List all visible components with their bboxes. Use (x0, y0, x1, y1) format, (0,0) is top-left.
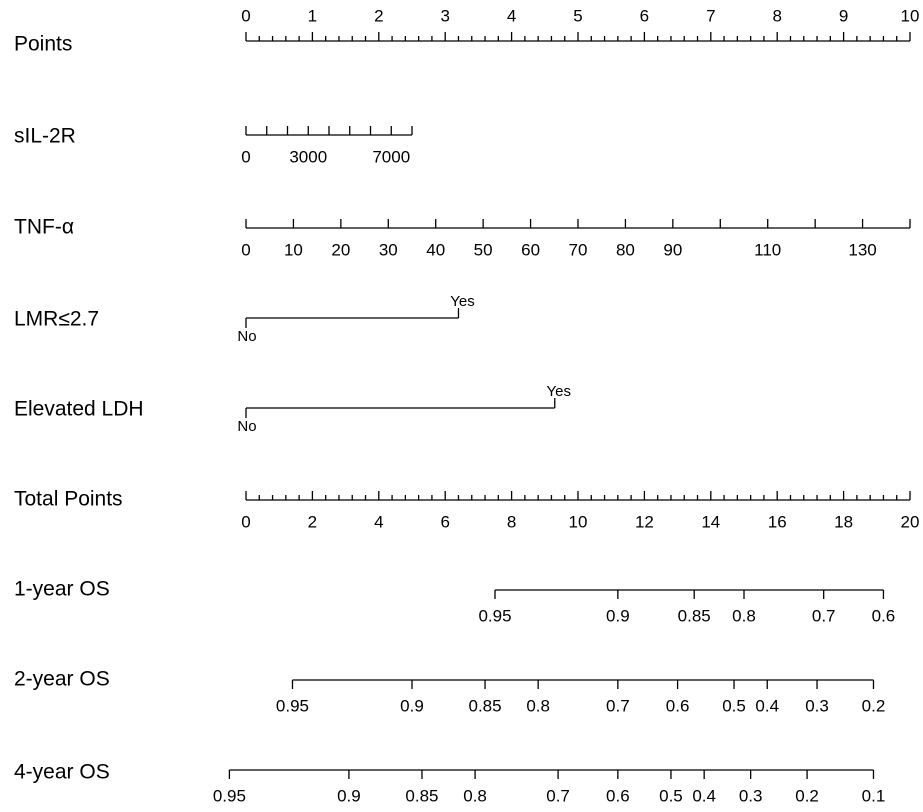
sil2r-tick-label: 3000 (289, 147, 327, 166)
os2-tick-label: 0.9 (400, 696, 424, 715)
total-tick-label: 20 (901, 512, 920, 531)
os4-tick-label: 0.6 (606, 786, 630, 805)
os4-tick-label: 0.9 (337, 786, 361, 805)
total-tick-label: 10 (569, 512, 588, 531)
points-tick-label: 4 (507, 6, 516, 25)
os1-tick-label: 0.8 (732, 606, 756, 625)
os2-tick-label: 0.85 (468, 696, 501, 715)
tnfa-tick-label: 10 (284, 240, 303, 259)
os2-row-label: 2-year OS (14, 668, 110, 691)
lmr-row-label: LMR≤2.7 (14, 308, 99, 331)
total-tick-label: 0 (241, 512, 250, 531)
total-tick-label: 6 (440, 512, 449, 531)
os4-tick-label: 0.7 (546, 786, 570, 805)
points-tick-label: 0 (241, 6, 250, 25)
sil2r-tick-label: 7000 (372, 147, 410, 166)
ldh-row-label: Elevated LDH (14, 398, 144, 421)
os2-tick-label: 0.8 (526, 696, 550, 715)
tnfa-row-label: TNF-α (14, 216, 74, 239)
os1-tick-label: 0.85 (678, 606, 711, 625)
tnfa-tick-label: 130 (848, 240, 876, 259)
sil2r-row-label: sIL-2R (14, 125, 76, 148)
os1-row-label: 1-year OS (14, 578, 110, 601)
os4-tick-label: 0.3 (739, 786, 763, 805)
os1-tick-label: 0.7 (812, 606, 836, 625)
points-row-label: Points (14, 33, 72, 56)
points-tick-label: 7 (706, 6, 715, 25)
total-tick-label: 16 (768, 512, 787, 531)
total-tick-label: 14 (701, 512, 720, 531)
os1-tick-label: 0.9 (606, 606, 630, 625)
os1-tick-label: 0.95 (478, 606, 511, 625)
os2-tick-label: 0.7 (606, 696, 630, 715)
lmr-level-label: No (237, 328, 256, 345)
os2-tick-label: 0.95 (276, 696, 309, 715)
tnfa-tick-label: 20 (331, 240, 350, 259)
lmr-level-label: Yes (450, 293, 474, 310)
tnfa-tick-label: 50 (474, 240, 493, 259)
points-tick-label: 1 (308, 6, 317, 25)
tnfa-tick-label: 60 (521, 240, 540, 259)
tnfa-tick-label: 110 (754, 240, 781, 259)
tnfa-tick-label: 80 (616, 240, 635, 259)
ldh-level-label: Yes (547, 383, 571, 400)
total-tick-label: 2 (308, 512, 317, 531)
os4-tick-label: 0.5 (659, 786, 683, 805)
points-tick-label: 10 (901, 6, 920, 25)
os2-tick-label: 0.4 (755, 696, 779, 715)
sil2r-tick-label: 0 (241, 147, 250, 166)
points-tick-label: 9 (839, 6, 848, 25)
total-tick-label: 12 (635, 512, 654, 531)
points-tick-label: 6 (640, 6, 649, 25)
tnfa-tick-label: 0 (241, 240, 250, 259)
points-tick-label: 3 (440, 6, 449, 25)
tnfa-tick-label: 30 (379, 240, 398, 259)
os2-tick-label: 0.2 (862, 696, 886, 715)
os2-tick-label: 0.6 (666, 696, 690, 715)
points-tick-label: 5 (573, 6, 582, 25)
os4-tick-label: 0.4 (692, 786, 716, 805)
points-tick-label: 8 (772, 6, 781, 25)
points-tick-label: 2 (374, 6, 383, 25)
os4-tick-label: 0.1 (862, 786, 886, 805)
tnfa-tick-label: 90 (663, 240, 682, 259)
os2-tick-label: 0.5 (722, 696, 746, 715)
os4-tick-label: 0.85 (405, 786, 438, 805)
tnfa-tick-label: 40 (426, 240, 445, 259)
ldh-level-label: No (237, 418, 256, 435)
total-tick-label: 18 (834, 512, 853, 531)
os4-tick-label: 0.95 (213, 786, 246, 805)
tnfa-tick-label: 70 (569, 240, 588, 259)
os4-row-label: 4-year OS (14, 761, 110, 784)
total-tick-label: 8 (507, 512, 516, 531)
os4-tick-label: 0.8 (463, 786, 487, 805)
os4-tick-label: 0.2 (795, 786, 819, 805)
os2-tick-label: 0.3 (805, 696, 829, 715)
total-row-label: Total Points (14, 488, 123, 511)
os1-tick-label: 0.6 (872, 606, 896, 625)
total-tick-label: 4 (374, 512, 383, 531)
